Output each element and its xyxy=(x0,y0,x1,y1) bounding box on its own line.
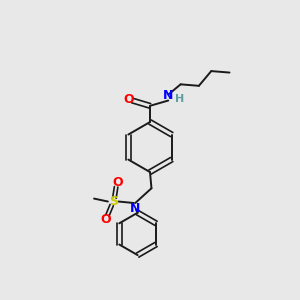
Text: N: N xyxy=(163,89,173,102)
Text: O: O xyxy=(123,93,134,106)
Text: O: O xyxy=(112,176,123,189)
Text: O: O xyxy=(100,213,111,226)
Text: H: H xyxy=(175,94,184,104)
Text: N: N xyxy=(130,202,140,215)
Text: S: S xyxy=(109,195,118,208)
